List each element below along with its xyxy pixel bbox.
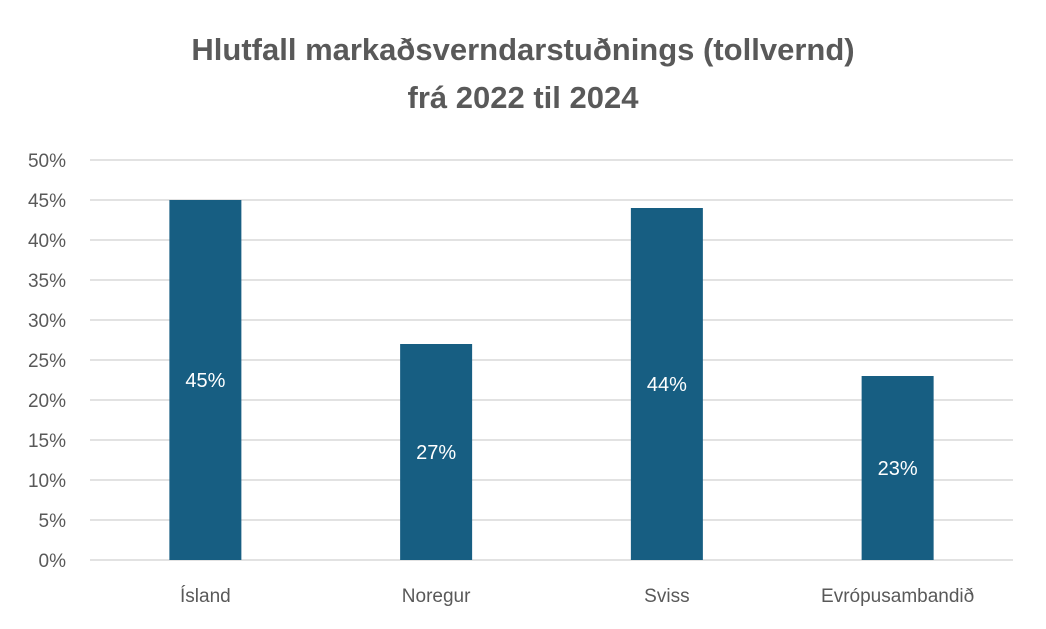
data-label: 23% xyxy=(878,458,918,480)
data-label: 44% xyxy=(647,374,687,396)
category-label: Noregur xyxy=(402,586,471,607)
bar xyxy=(861,376,934,560)
y-tick-label: 45% xyxy=(28,191,66,212)
y-tick-label: 25% xyxy=(28,351,66,372)
y-tick-label: 50% xyxy=(28,151,66,172)
chart-title: Hlutfall markaðsverndarstuðnings (tollve… xyxy=(0,26,1046,122)
y-tick-label: 5% xyxy=(39,511,67,532)
category-label: Ísland xyxy=(180,586,231,607)
bar xyxy=(400,344,473,560)
category-label: Evrópusambandið xyxy=(821,586,974,607)
y-tick-label: 40% xyxy=(28,231,66,252)
bar xyxy=(630,208,703,560)
y-tick-label: 0% xyxy=(39,551,67,572)
category-label: Sviss xyxy=(644,586,689,607)
chart-title-line-1: Hlutfall markaðsverndarstuðnings (tollve… xyxy=(191,32,855,67)
y-tick-label: 20% xyxy=(28,391,66,412)
y-tick-label: 15% xyxy=(28,431,66,452)
data-label: 27% xyxy=(416,442,456,464)
data-label: 45% xyxy=(185,370,225,392)
y-tick-label: 35% xyxy=(28,271,66,292)
bar xyxy=(169,200,242,560)
y-tick-label: 30% xyxy=(28,311,66,332)
y-tick-label: 10% xyxy=(28,471,66,492)
chart-title-line-2: frá 2022 til 2024 xyxy=(407,80,639,115)
